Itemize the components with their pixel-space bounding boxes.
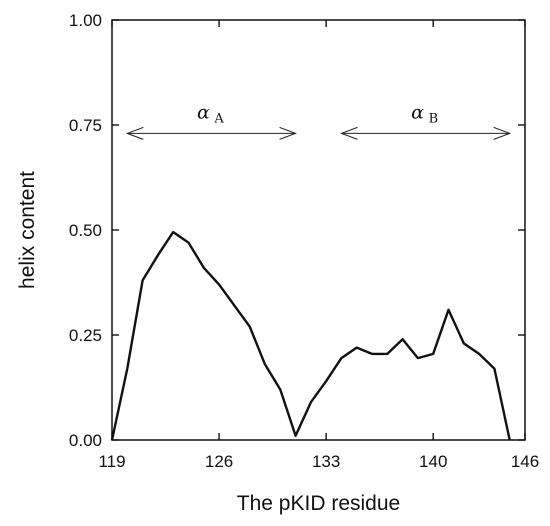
region-label-subscript: A — [213, 111, 224, 126]
x-tick-label: 126 — [205, 452, 233, 471]
region-arrow-head-right — [279, 126, 297, 140]
y-tick-label: 0.75 — [69, 116, 102, 135]
region-label: α — [197, 101, 210, 123]
y-tick-label: 1.00 — [69, 11, 102, 30]
x-tick-label: 146 — [511, 452, 539, 471]
region-label: α — [411, 101, 424, 123]
ticks-layer: 0.00 0.25 0.50 0.75 1.00 119 126 133 140 146 — [69, 11, 539, 471]
x-tick-label: 119 — [98, 452, 125, 471]
region-label-subscript: B — [429, 111, 439, 126]
plot-frame — [111, 19, 526, 441]
x-tick-label: 140 — [419, 452, 447, 471]
region-arrow-head-left — [125, 126, 144, 140]
x-axis-title: The pKID residue — [237, 492, 400, 515]
region-arrow-head-left — [340, 126, 358, 140]
helix-content-line — [110, 230, 511, 441]
x-tick-label: 133 — [312, 452, 340, 471]
y-tick-label: 0.25 — [69, 326, 102, 345]
y-tick-label: 0.00 — [69, 431, 102, 450]
y-axis-title: helix content — [16, 171, 39, 289]
region-arrow-head-right — [493, 126, 512, 140]
y-tick-label: 0.50 — [69, 221, 102, 240]
